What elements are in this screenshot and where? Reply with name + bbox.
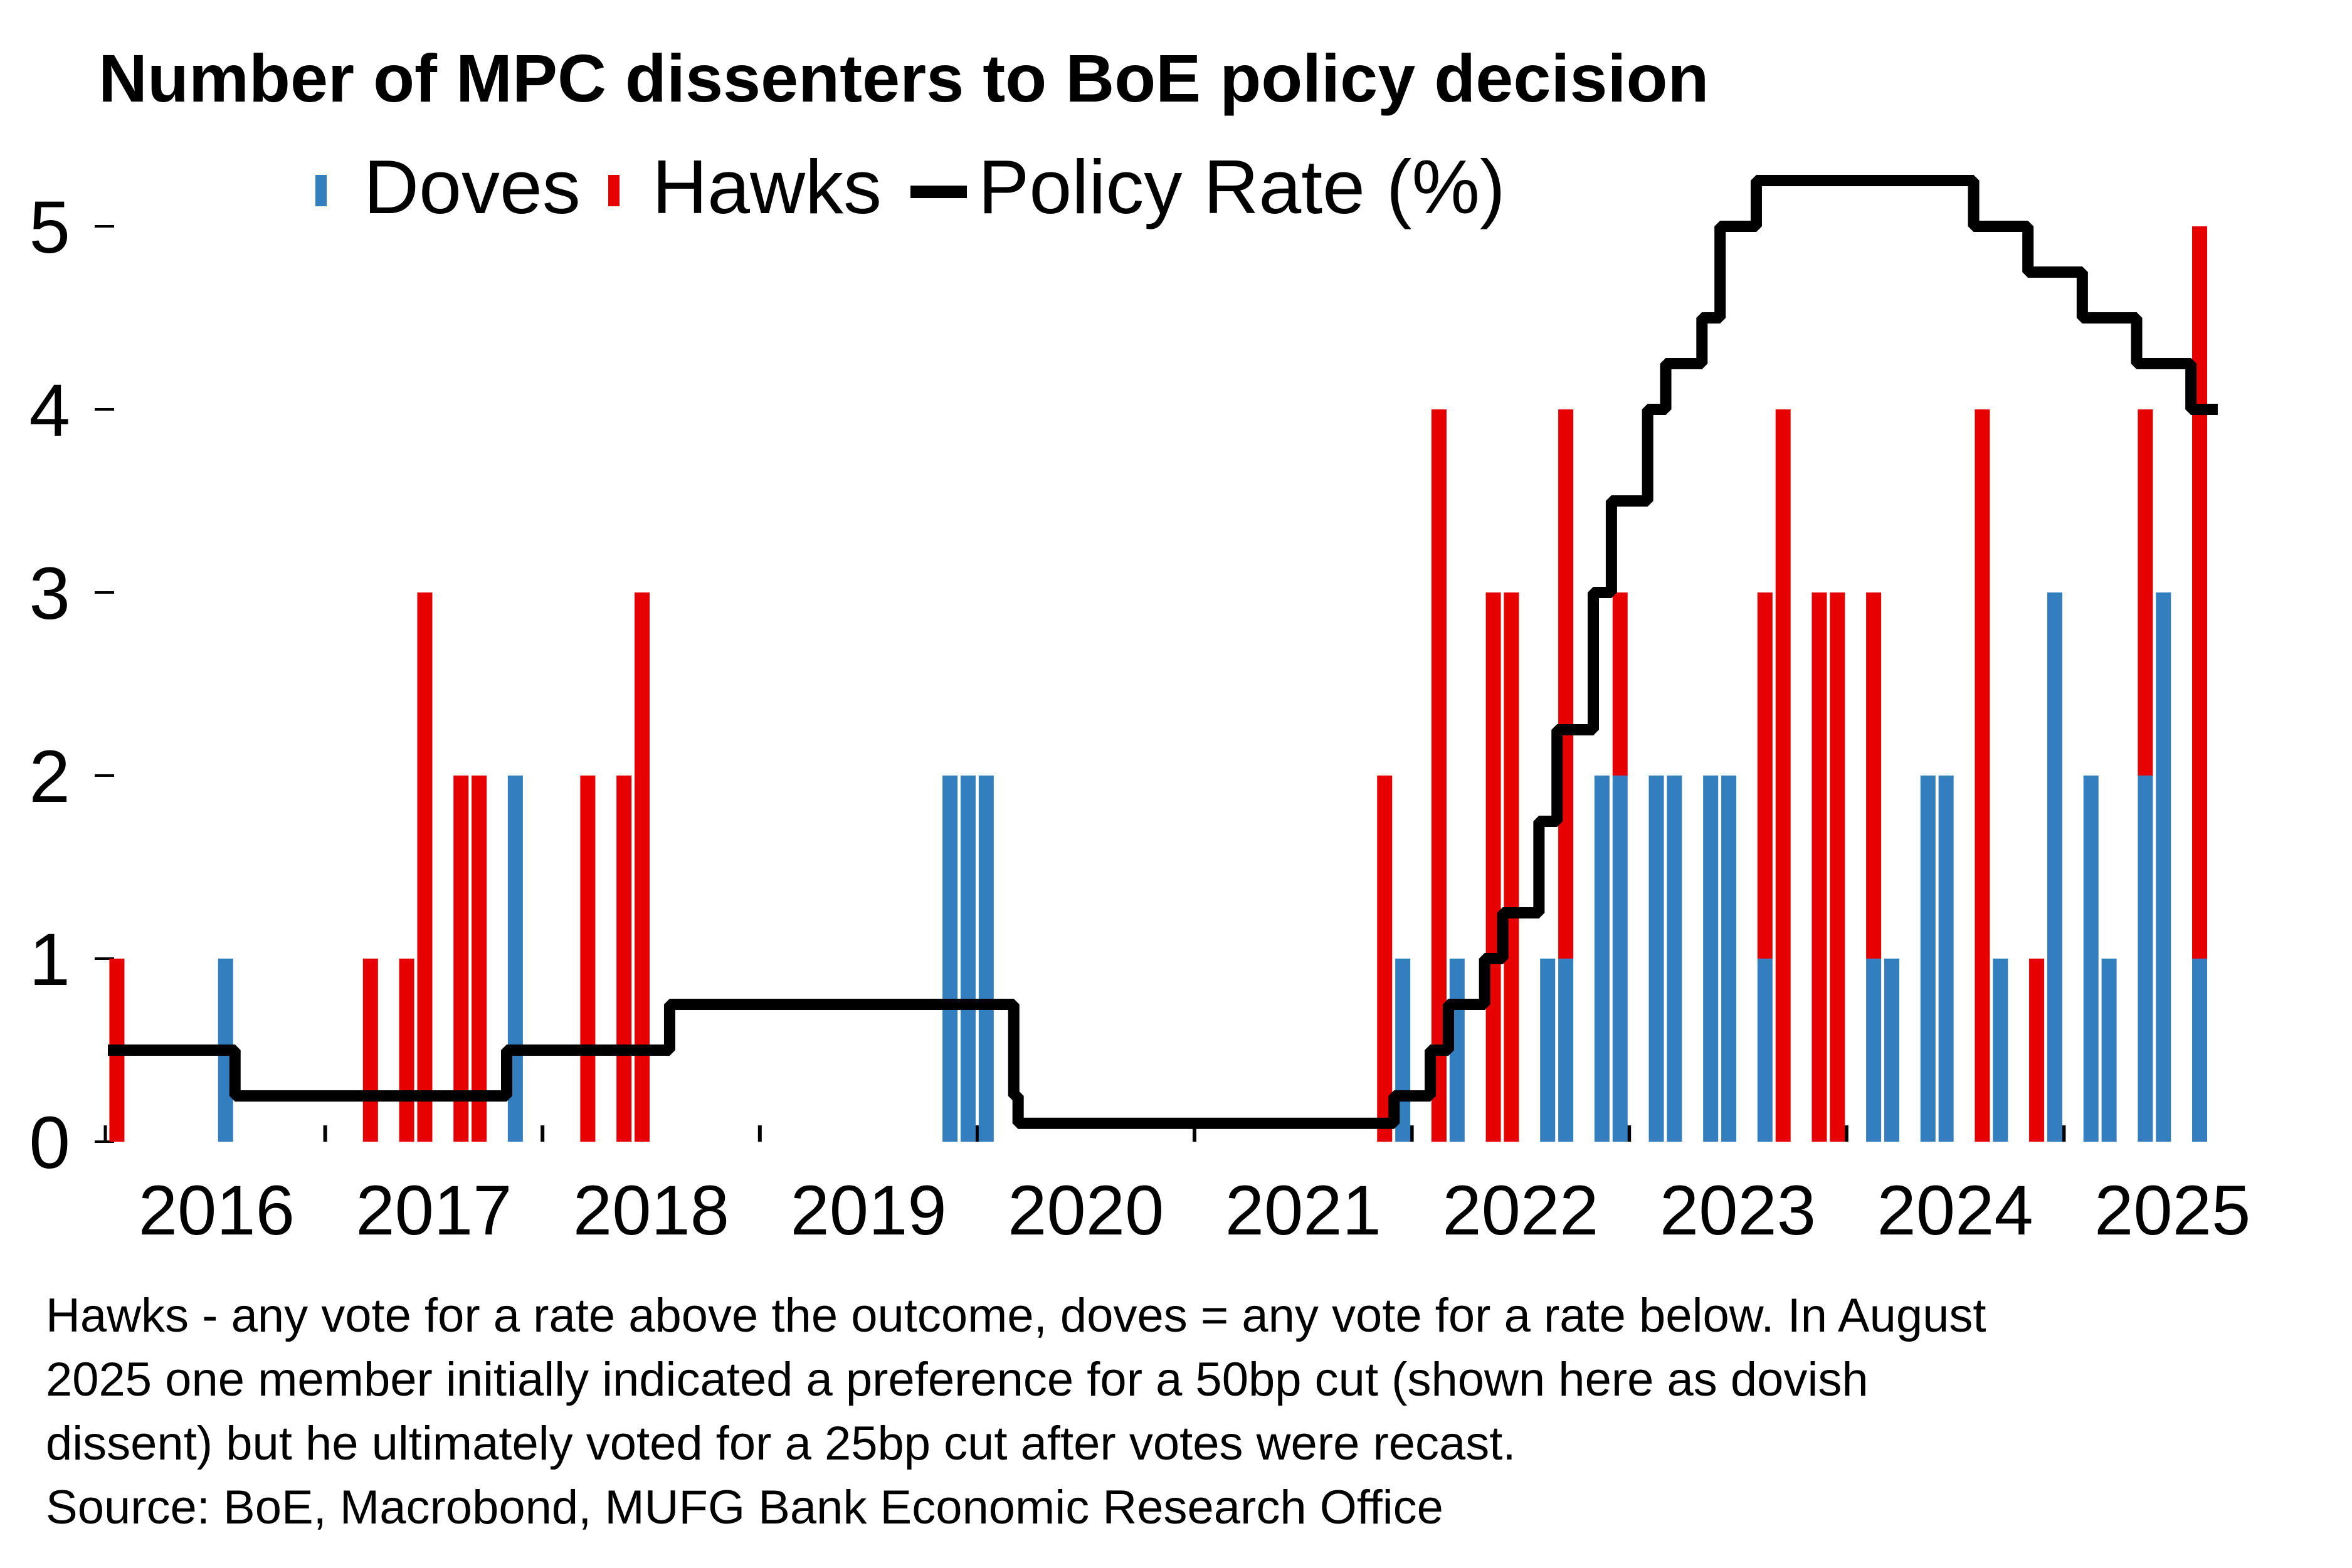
legend-swatch-doves xyxy=(315,175,327,206)
x-tick-label: 2022 xyxy=(1442,1171,1598,1250)
bar-hawks xyxy=(1757,592,1773,959)
bar-doves xyxy=(2083,776,2099,1142)
x-tick-label: 2023 xyxy=(1660,1171,1816,1250)
bar-hawks xyxy=(616,776,632,1142)
x-tick-label: 2020 xyxy=(1008,1171,1164,1250)
y-tick-label: 4 xyxy=(29,369,70,452)
y-tick-label: 1 xyxy=(29,918,70,1001)
bar-hawks xyxy=(2192,226,2208,959)
bar-doves xyxy=(1866,959,1882,1142)
legend: Doves Hawks Policy Rate (%) xyxy=(315,144,1506,229)
bar-hawks xyxy=(362,959,378,1142)
bar-doves xyxy=(1757,959,1773,1142)
chart-title: Number of MPC dissenters to BoE policy d… xyxy=(98,40,1709,116)
x-tick-label: 2025 xyxy=(2094,1171,2250,1250)
bar-doves xyxy=(942,776,958,1142)
x-axis: 2016 2017 2018 2019 2020 2021 2022 2023 2024 2025 xyxy=(103,1125,2250,1250)
x-tick-label: 2018 xyxy=(573,1171,729,1250)
bar-doves xyxy=(960,776,976,1142)
bar-hawks xyxy=(1504,592,1519,1142)
bar-doves xyxy=(1648,776,1664,1142)
bar-hawks xyxy=(635,592,650,1142)
footnote-line-1: Hawks - any vote for a rate above the ou… xyxy=(46,1289,1986,1342)
y-tick-label: 5 xyxy=(29,186,70,269)
footnote-line-3: dissent) but he ultimately voted for a 2… xyxy=(46,1417,1516,1470)
footnote-line-2: 2025 one member initially indicated a pr… xyxy=(46,1353,1869,1406)
bar-doves xyxy=(2138,776,2153,1142)
bar-doves xyxy=(2192,959,2208,1142)
legend-label-doves: Doves xyxy=(364,144,581,229)
x-tick-label: 2021 xyxy=(1225,1171,1381,1250)
bar-hawks xyxy=(1866,592,1882,959)
bar-doves xyxy=(1540,959,1556,1142)
bar-hawks xyxy=(1377,776,1393,1142)
bar-doves xyxy=(2156,592,2171,1142)
bar-hawks xyxy=(399,959,414,1142)
y-tick-label: 0 xyxy=(29,1102,70,1184)
bar-hawks xyxy=(1811,592,1827,1142)
bar-hawks xyxy=(1612,592,1628,776)
y-tick-label: 2 xyxy=(29,735,70,818)
bar-doves xyxy=(1938,776,1954,1142)
footnote-source: Source: BoE, Macrobond, MUFG Bank Econom… xyxy=(46,1481,1443,1534)
policy-rate-layer xyxy=(108,175,2218,1129)
bar-hawks xyxy=(1830,592,1845,1142)
bar-hawks xyxy=(2029,959,2045,1142)
bar-doves xyxy=(1667,776,1682,1142)
x-tick-label: 2017 xyxy=(356,1171,512,1250)
bar-doves xyxy=(1721,776,1737,1142)
bars xyxy=(109,226,2208,1142)
bar-hawks xyxy=(1975,409,1990,1142)
bar-hawks xyxy=(1485,592,1501,1142)
bar-doves xyxy=(1594,776,1610,1142)
legend-label-hawks: Hawks xyxy=(652,144,882,229)
bar-hawks xyxy=(1775,409,1791,1142)
bar-hawks xyxy=(2138,409,2153,776)
x-tick-label: 2024 xyxy=(1877,1171,2033,1250)
bar-doves xyxy=(1884,959,1900,1142)
bar-doves xyxy=(1993,959,2008,1142)
x-tick-label: 2019 xyxy=(791,1171,947,1250)
bar-doves xyxy=(1612,776,1628,1142)
y-tick-label: 3 xyxy=(29,552,70,635)
bar-hawks xyxy=(580,776,596,1142)
footnotes: Hawks - any vote for a rate above the ou… xyxy=(46,1289,1986,1534)
bar-doves xyxy=(978,776,994,1142)
bar-doves xyxy=(2101,959,2117,1142)
bar-hawks xyxy=(472,776,487,1142)
legend-label-policy-rate: Policy Rate (%) xyxy=(978,144,1506,229)
bar-hawks xyxy=(417,592,433,1142)
legend-swatch-hawks xyxy=(608,175,620,206)
bar-hawks xyxy=(453,776,469,1142)
bar-hawks xyxy=(1558,409,1574,959)
legend-swatch-policy-rate xyxy=(910,186,967,198)
bar-doves xyxy=(1703,776,1719,1142)
y-axis: 0 1 2 3 4 5 xyxy=(29,186,114,1184)
bar-doves xyxy=(1920,776,1936,1142)
bar-doves xyxy=(1558,959,1574,1142)
x-tick-label: 2016 xyxy=(139,1171,295,1250)
bar-doves xyxy=(2047,592,2062,1142)
policy-rate-line xyxy=(108,175,2218,1129)
